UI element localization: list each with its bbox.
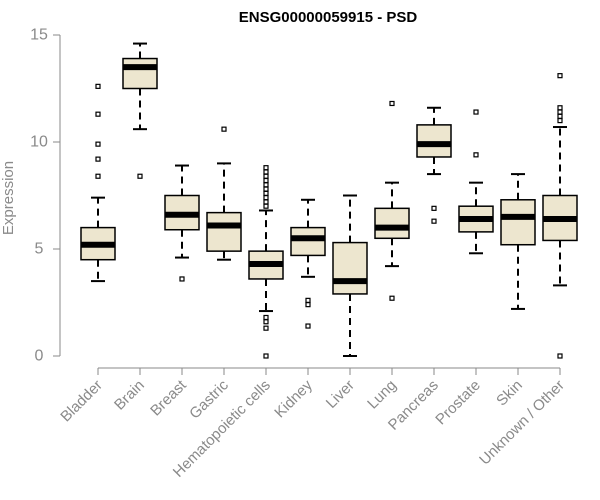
outlier-point (263, 199, 269, 205)
x-tick-label: Skin (493, 377, 526, 410)
chart-title: ENSG00000059915 - PSD (239, 9, 418, 26)
plot-area (80, 42, 578, 359)
outlier-point (557, 109, 563, 115)
outlier-point (263, 353, 269, 359)
outlier-point (221, 126, 227, 132)
iqr-box (374, 207, 410, 240)
y-axis: 0 5 10 15 (30, 27, 61, 365)
x-tick-label: Kidney (271, 376, 316, 421)
y-tick-label: 10 (30, 134, 48, 151)
outlier-point (305, 302, 311, 308)
box-liver (332, 194, 368, 357)
x-tick-label: Liver (323, 377, 358, 412)
outlier-point (557, 353, 563, 359)
x-tick-label: Prostate (432, 377, 484, 429)
x-tick-label: Brain (111, 377, 148, 414)
y-tick-label: 15 (30, 27, 48, 44)
outlier-point (179, 276, 185, 282)
box-hematopoietic-cells (248, 165, 284, 359)
outlier-point (431, 218, 437, 224)
box-kidney (290, 198, 326, 329)
outlier-point (137, 173, 143, 179)
y-tick-label: 5 (35, 241, 44, 258)
outlier-point (389, 295, 395, 301)
outlier-point (263, 182, 269, 188)
outlier-point (95, 83, 101, 89)
box-breast (164, 164, 200, 282)
iqr-box (416, 124, 452, 158)
outlier-point (263, 169, 269, 175)
outlier-point (389, 100, 395, 107)
outlier-point (263, 177, 269, 184)
outlier-point (557, 105, 563, 111)
outlier-point (473, 152, 479, 158)
iqr-box (290, 226, 326, 257)
outlier-point (263, 314, 269, 321)
iqr-box (332, 241, 368, 295)
outlier-point (95, 111, 101, 117)
x-tick-label: Bladder (57, 377, 106, 426)
outlier-point (263, 190, 269, 196)
outlier-point (95, 141, 101, 147)
outlier-point (473, 109, 479, 115)
x-tick-label: Lung (364, 377, 400, 413)
outlier-point (263, 319, 269, 325)
iqr-box (206, 211, 242, 252)
outlier-point (305, 323, 311, 329)
box-brain (122, 42, 158, 179)
box-bladder (80, 83, 116, 283)
outlier-point (305, 297, 311, 303)
outlier-point (263, 203, 269, 209)
outlier-point (263, 186, 269, 192)
iqr-box (500, 199, 536, 246)
outlier-point (557, 73, 563, 79)
box-unknown-other (542, 73, 578, 359)
outlier-point (431, 205, 437, 211)
iqr-box (122, 57, 158, 90)
box-prostate (458, 109, 494, 255)
outlier-point (557, 117, 563, 124)
box-skin (500, 173, 536, 310)
outlier-point (263, 173, 269, 179)
box-lung (374, 100, 410, 301)
outlier-point (95, 173, 101, 179)
outlier-point (263, 325, 269, 331)
outlier-point (263, 165, 269, 171)
box-pancreas (416, 106, 452, 224)
outlier-point (95, 156, 101, 162)
x-tick-label: Breast (147, 376, 190, 419)
outlier-point (557, 113, 563, 119)
y-axis-label: Expression (0, 161, 17, 235)
outlier-point (263, 195, 269, 201)
y-tick-label: 0 (35, 348, 44, 365)
box-gastric (206, 126, 242, 261)
